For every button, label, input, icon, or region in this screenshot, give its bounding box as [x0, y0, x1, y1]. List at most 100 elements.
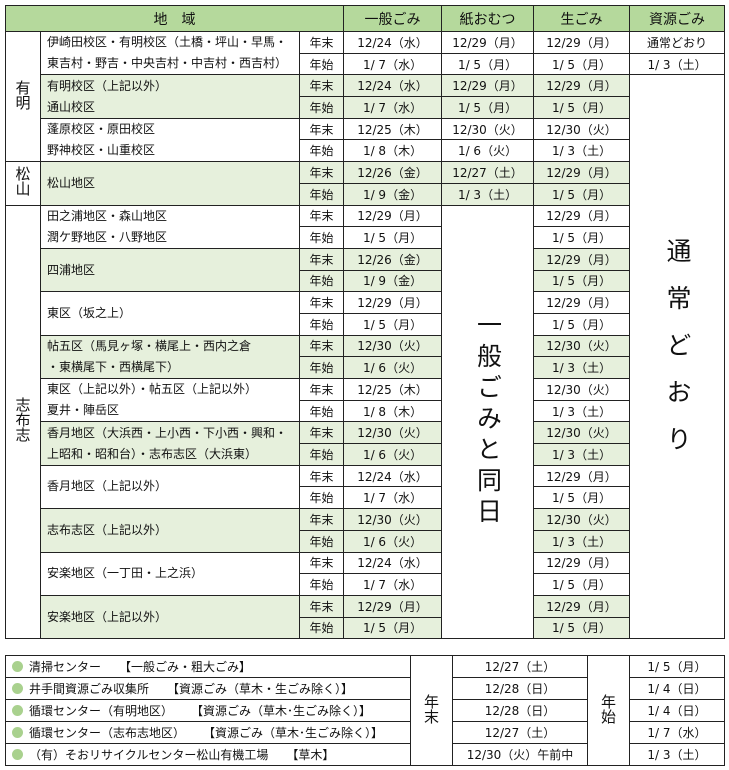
year-end-label: 年末 — [298, 378, 345, 401]
year-end-label: 年末 — [298, 31, 345, 54]
food-waste-date: 12/29（月） — [533, 594, 631, 618]
general-waste-date: 1/ 6（火） — [343, 356, 443, 379]
new-year-label-cell: 年始 — [587, 655, 630, 766]
food-waste-date: 1/ 3（土） — [533, 356, 631, 379]
new-year-label: 年始 — [298, 616, 345, 640]
food-waste-date: 1/ 5（月） — [533, 616, 631, 640]
facility-year-end-date: 12/28（日） — [452, 699, 588, 722]
area-name-line: 野神校区・山重校区 — [47, 142, 156, 157]
area-name-line: 東区（上記以外）・帖五区（上記以外） — [47, 382, 258, 397]
new-year-label: 年始 — [298, 312, 345, 336]
area-name-cell: 香月地区（大浜西・上小西・下小西・興和・ 上昭和・昭和台）・志布志区（大浜東） — [40, 421, 300, 466]
general-waste-date: 1/ 5（月） — [343, 226, 443, 249]
district-group-label: 松山 — [13, 166, 32, 197]
general-waste-date: 12/24（水） — [343, 31, 443, 54]
facility-name-cell: 井手間資源ごみ収集所 【資源ごみ（草木・生ごみ除く）】 — [5, 677, 411, 700]
facility-new-year-date: 1/ 3（土） — [629, 743, 725, 766]
year-end-label: 年末 — [298, 594, 345, 618]
diaper-same-as-general-note: 一般ごみと同日 — [473, 311, 503, 529]
general-waste-date: 12/24（水） — [343, 464, 443, 488]
area-name-cell: 有明校区（上記以外） 通山校区 — [40, 74, 300, 119]
area-name-line: 田之浦地区・森山地区 — [47, 208, 168, 223]
year-end-label: 年末 — [298, 551, 345, 575]
facility-schedule-table: 清掃センター 【一般ごみ・粗大ごみ】 年末 12/27（土） 年始 1/ 5（月） 井手間資… — [5, 655, 725, 766]
facility-waste-type: 【資源ごみ（草木・生ごみ除く）】 — [167, 682, 354, 696]
diaper-date: 12/29（月） — [441, 31, 535, 54]
food-waste-date: 12/30（火） — [533, 378, 631, 401]
new-year-label: 年始 — [298, 573, 345, 596]
table-row: 年始 1/ 6（火） 1/ 3（土） — [6, 443, 725, 466]
area-name-line: ・東横尾下・西横尾下） — [47, 359, 180, 374]
new-year-label: 年始 — [298, 356, 345, 379]
area-name-cell: 帖五区（馬見ヶ塚・横尾上・西内之倉 ・東横尾下・西横尾下） — [40, 334, 300, 380]
general-waste-date: 1/ 9（金） — [343, 269, 443, 293]
year-end-label-cell: 年末 — [410, 655, 453, 766]
area-name-line: 香月地区（大浜西・上小西・下小西・興和・ — [47, 425, 288, 440]
table-row: 年始 1/ 7（水） 1/ 5（月） 1/ 5（月） 1/ 3（土） — [6, 52, 726, 76]
year-end-label: 年末 — [298, 508, 345, 531]
food-waste-date: 12/29（月） — [533, 551, 631, 575]
facility-new-year-date: 1/ 4（日） — [629, 677, 725, 700]
facility-row: 循環センター（有明地区） 【資源ごみ（草木･生ごみ除く）】 12/28（日） 1/ 4… — [5, 699, 725, 722]
resource-normal-note: 通常どおり — [663, 237, 693, 473]
area-name-line: 蓬原校区・原田校区 — [47, 121, 156, 136]
food-waste-date: 1/ 5（月） — [533, 96, 631, 119]
facility-new-year-date: 1/ 4（日） — [629, 699, 725, 722]
food-waste-date: 12/29（月） — [533, 464, 631, 488]
facility-waste-type: 【資源ごみ（草木･生ごみ除く）】 — [191, 704, 372, 718]
area-name-line: 安楽地区（一丁田・上之浜） — [47, 566, 204, 581]
facility-row: 循環センター（志布志地区） 【資源ごみ（草木･生ごみ除く）】 12/27（土） 1/ … — [5, 721, 725, 744]
facility-waste-type: 【草木】 — [286, 748, 335, 762]
area-name-cell: 東区（上記以外）・帖五区（上記以外） 夏井・陣岳区 — [40, 377, 300, 423]
district-group-label: 志布志 — [13, 397, 32, 443]
table-row: 年始 1/ 8（木） 1/ 3（土） — [6, 399, 725, 423]
general-waste-date: 12/29（月） — [343, 291, 443, 314]
food-waste-date: 1/ 3（土） — [533, 399, 631, 423]
facility-year-end-date: 12/27（土） — [452, 655, 588, 678]
header-area: 地 域 — [4, 5, 345, 32]
facility-name: 循環センター（志布志地区） — [29, 726, 186, 740]
new-year-label: 年始 — [298, 226, 345, 249]
district-group-cell: 有明 — [5, 30, 41, 163]
food-waste-date: 12/30（火） — [533, 334, 631, 358]
food-waste-date: 1/ 5（月） — [533, 312, 631, 336]
header-row: 地 域 一般ごみ 紙おむつ 生ごみ 資源ごみ — [4, 5, 726, 32]
new-year-label: 年始 — [298, 52, 345, 76]
area-name-cell: 四浦地区 — [40, 247, 300, 293]
resource-waste-date: 通常どおり — [629, 31, 726, 54]
table-row: 年始 1/ 9（金） 1/ 3（土） 1/ 5（月） — [6, 182, 725, 206]
year-end-label: 年末 — [298, 117, 345, 141]
table-row: 有明 伊崎田校区・有明校区（土橋・坪山・早馬・ 東吉村・野吉・中央吉村・中吉村・西吉… — [5, 30, 726, 163]
general-waste-date: 1/ 8（木） — [343, 139, 443, 163]
table-row: 年始 1/ 9（金） 1/ 5（月） — [6, 269, 725, 293]
table-row: 志布志 田之浦地区・森山地区 潤ケ野地区・八野地区 年末 12/29（月） 一般ごみと同日… — [5, 204, 725, 640]
general-waste-date: 1/ 5（月） — [343, 616, 443, 640]
year-end-label: 年末 — [298, 464, 345, 488]
table-row: 蓬原校区・原田校区 野神校区・山重校区 年末 12/25（木） 12/30（火） 12/3… — [6, 117, 725, 163]
facility-row: 清掃センター 【一般ごみ・粗大ごみ】 年末 12/27（土） 年始 1/ 5（月） — [5, 655, 725, 766]
table-row: 年始 1/ 6（火） 1/ 3（土） — [6, 529, 725, 553]
food-waste-date: 12/29（月） — [533, 291, 631, 314]
facility-waste-type: 【一般ごみ・粗大ごみ】 — [119, 660, 252, 674]
facility-year-end-date: 12/28（日） — [452, 677, 588, 700]
table-row: 有明校区（上記以外） 通山校区 年末 12/24（水） 12/29（月） 12/29（月）… — [6, 74, 726, 640]
facility-waste-type: 【資源ごみ（草木･生ごみ除く）】 — [203, 726, 384, 740]
diaper-date: 12/27（土） — [441, 161, 535, 184]
food-waste-date: 12/30（火） — [533, 117, 631, 141]
table-row: 香月地区（大浜西・上小西・下小西・興和・ 上昭和・昭和台）・志布志区（大浜東） 年末… — [6, 421, 725, 466]
facility-year-end-date: 12/30（火）午前中 — [452, 743, 588, 766]
diaper-date: 1/ 5（月） — [441, 52, 535, 76]
table-row: 東区（坂之上） 年末 12/29（月） 12/29（月） — [6, 291, 725, 336]
new-year-label: 年始 — [599, 693, 617, 724]
general-waste-date: 1/ 8（木） — [343, 399, 443, 423]
food-waste-date: 12/30（火） — [533, 508, 631, 531]
general-waste-date: 1/ 7（水） — [343, 52, 443, 76]
food-waste-date: 12/30（火） — [533, 421, 631, 445]
new-year-label: 年始 — [298, 96, 345, 119]
bullet-icon — [12, 661, 23, 672]
diaper-date: 1/ 3（土） — [441, 182, 535, 206]
general-waste-date: 12/26（金） — [343, 247, 443, 271]
general-waste-date: 12/30（火） — [343, 334, 443, 358]
diaper-date: 12/29（月） — [441, 74, 535, 98]
table-row: 松山 松山地区 年末 12/26（金） 12/27（土） 12/29（月） — [5, 161, 725, 206]
